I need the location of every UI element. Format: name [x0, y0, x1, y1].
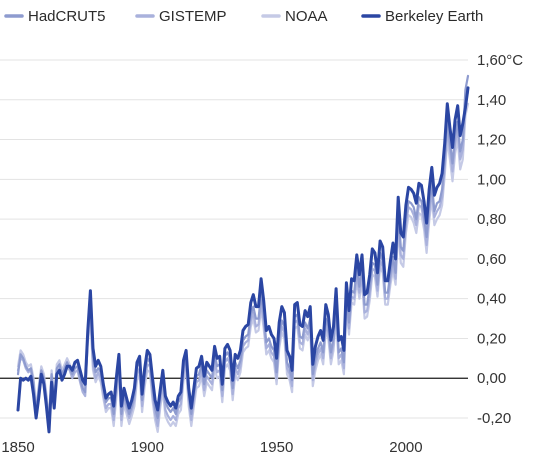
x-tick-label: 2000	[389, 439, 422, 456]
series-lines	[16, 74, 470, 434]
y-tick-label: 0,60	[477, 251, 506, 268]
y-tick-label: 0,20	[477, 330, 506, 347]
legend-label: HadCRUT5	[28, 8, 106, 25]
x-tick-label: 1900	[131, 439, 164, 456]
x-axis-ticks: 1850 1900 1950 2000	[1, 439, 422, 456]
legend: HadCRUT5 GISTEMP NOAA Berkeley Earth	[4, 8, 483, 25]
legend-item-noaa: NOAA	[261, 8, 328, 25]
x-tick-label: 1850	[1, 439, 34, 456]
legend-item-berkeley-earth: Berkeley Earth	[361, 8, 483, 25]
y-tick-label: 0,80	[477, 211, 506, 228]
y-tick-label: 1,20	[477, 132, 506, 149]
legend-label: NOAA	[285, 8, 328, 25]
legend-label: Berkeley Earth	[385, 8, 483, 25]
legend-label: GISTEMP	[159, 8, 227, 25]
y-axis-ticks: 1,60°C 1,40 1,20 1,00 0,80 0,60 0,40 0,20 0,00 -0…	[477, 52, 523, 427]
y-tick-label: 1,60°C	[477, 52, 523, 69]
legend-item-hadcrut5: HadCRUT5	[4, 8, 106, 25]
y-tick-label: 0,00	[477, 370, 506, 387]
y-tick-label: 0,40	[477, 291, 506, 308]
y-tick-label: 1,40	[477, 92, 506, 109]
gridlines	[0, 59, 468, 419]
y-tick-label: 1,00	[477, 171, 506, 188]
series-line-berkeley-earth	[16, 86, 470, 434]
y-tick-label: -0,20	[477, 410, 511, 427]
x-tick-label: 1950	[260, 439, 293, 456]
legend-item-gistemp: GISTEMP	[135, 8, 227, 25]
